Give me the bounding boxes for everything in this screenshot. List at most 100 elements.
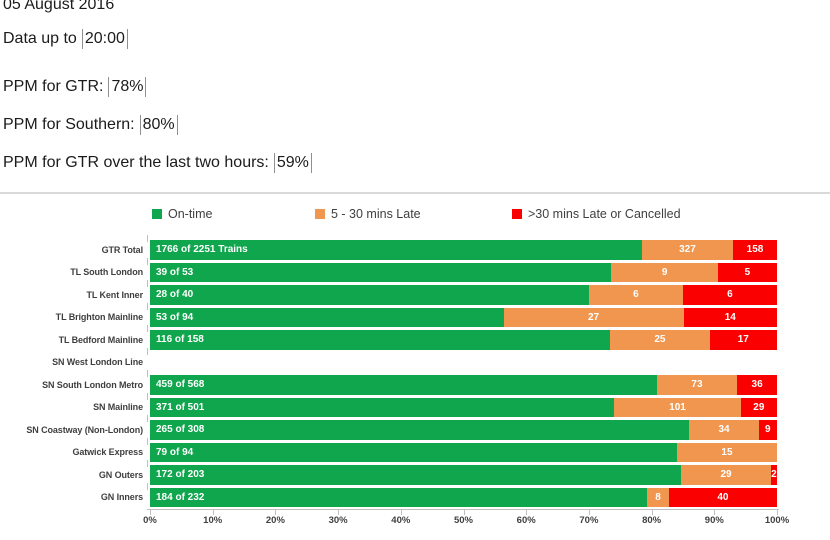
category-label: GN Outers bbox=[98, 469, 143, 480]
bar-row: 39 of 53 9 5 bbox=[150, 262, 777, 282]
bar-segment-late-5-30: 6 bbox=[588, 285, 683, 305]
category-axis-tick bbox=[147, 302, 148, 310]
ppm-gtr-two-hours-value-field[interactable]: 59% bbox=[273, 153, 312, 173]
bar-segment-ontime: 116 of 158 bbox=[150, 330, 611, 350]
x-axis-label: 60% bbox=[516, 515, 536, 526]
legend-item-cancelled: >30 mins Late or Cancelled bbox=[512, 205, 681, 223]
category-label: GTR Total bbox=[101, 244, 144, 255]
category-label: TL Kent Inner bbox=[86, 289, 143, 300]
x-axis-tick bbox=[777, 509, 778, 515]
x-axis-tick bbox=[275, 509, 277, 515]
category-label: SN West London Line bbox=[52, 357, 143, 368]
bar-row: 172 of 203 29 2 bbox=[150, 465, 777, 485]
bar-row: 53 of 94 27 14 bbox=[150, 307, 777, 327]
bar-segment-late-5-30: 27 bbox=[503, 307, 684, 327]
bar-segment-late-5-30: 25 bbox=[610, 330, 710, 350]
bar-segment-ontime: 459 of 568 bbox=[150, 375, 657, 395]
x-axis-label: 40% bbox=[391, 515, 411, 526]
bar-segment-late-5-30: 8 bbox=[647, 487, 669, 507]
category-label: SN Mainline bbox=[93, 402, 143, 413]
bar-row: 265 of 308 34 9 bbox=[150, 420, 777, 440]
bar-segment-ontime: 172 of 203 bbox=[150, 465, 682, 485]
bar-row: 1766 of 2251 Trains 327 158 bbox=[150, 240, 777, 260]
legend-swatch-late-icon bbox=[315, 209, 325, 219]
category-label: Gatwick Express bbox=[72, 447, 143, 458]
x-axis-tick bbox=[212, 509, 214, 515]
legend-swatch-ontime-icon bbox=[152, 209, 162, 219]
bar-row: 28 of 40 6 6 bbox=[150, 285, 777, 305]
bar-segment-late-30-or-cancelled: 17 bbox=[709, 330, 777, 350]
bar-segment-late-5-30: 15 bbox=[676, 442, 777, 462]
bar-row: 184 of 232 8 40 bbox=[150, 487, 777, 507]
x-axis-line bbox=[147, 508, 779, 510]
bar-segment-ontime: 265 of 308 bbox=[150, 420, 690, 440]
bar-segment-late-5-30: 73 bbox=[656, 375, 738, 395]
category-label: SN South London Metro bbox=[42, 379, 143, 390]
bar-row: 459 of 568 73 36 bbox=[150, 375, 777, 395]
x-axis-label: 80% bbox=[642, 515, 662, 526]
category-label: GN Inners bbox=[100, 492, 143, 503]
bar-segment-late-30-or-cancelled: 14 bbox=[683, 307, 777, 327]
bar-segment-ontime: 53 of 94 bbox=[150, 307, 504, 327]
category-axis-tick bbox=[147, 257, 148, 265]
bar-segment-late-30-or-cancelled: 6 bbox=[682, 285, 777, 305]
bar-segment-ontime: 39 of 53 bbox=[150, 262, 612, 282]
bar-row: 79 of 94 15 bbox=[150, 442, 777, 462]
bar-segment-late-30-or-cancelled: 40 bbox=[668, 487, 777, 507]
category-label: SN Coastway (Non-London) bbox=[26, 424, 143, 435]
bar-segment-late-5-30: 34 bbox=[689, 420, 759, 440]
bar-segment-late-30-or-cancelled: 2 bbox=[770, 465, 777, 485]
legend-label-late: 5 - 30 mins Late bbox=[331, 207, 421, 221]
legend-label-ontime: On-time bbox=[168, 207, 213, 221]
category-axis-tick bbox=[147, 392, 148, 400]
ppm-gtr-label: PPM for GTR: bbox=[3, 78, 104, 95]
bar-segment-ontime: 184 of 232 bbox=[150, 487, 648, 507]
data-up-to-value-field[interactable]: 20:00 bbox=[81, 29, 128, 49]
category-label: TL South London bbox=[70, 267, 143, 278]
bar-segment-late-5-30: 101 bbox=[614, 397, 741, 417]
x-axis-tick bbox=[651, 509, 653, 515]
bar-segment-late-30-or-cancelled: 158 bbox=[732, 240, 777, 260]
x-axis-tick bbox=[400, 509, 402, 515]
legend-item-late: 5 - 30 mins Late bbox=[315, 205, 421, 223]
ppm-gtr-two-hours-label: PPM for GTR over the last two hours: bbox=[3, 154, 269, 171]
x-axis-tick bbox=[714, 509, 716, 515]
x-axis-tick bbox=[150, 509, 151, 515]
x-axis-label: 20% bbox=[265, 515, 285, 526]
x-axis-tick bbox=[463, 509, 465, 515]
bar-segment-ontime: 28 of 40 bbox=[150, 285, 589, 305]
bar-segment-ontime: 1766 of 2251 Trains bbox=[150, 240, 642, 260]
x-axis-tick bbox=[526, 509, 528, 515]
category-axis-tick bbox=[147, 415, 148, 422]
x-axis-label: 10% bbox=[203, 515, 223, 526]
x-axis-label: 70% bbox=[579, 515, 599, 526]
bar-row: 371 of 501 101 29 bbox=[150, 397, 777, 417]
data-up-to-line: Data up to 20:00 bbox=[3, 29, 128, 49]
legend-item-ontime: On-time bbox=[152, 205, 212, 223]
category-axis-tick bbox=[147, 325, 148, 332]
bar-row: 116 of 158 25 17 bbox=[150, 330, 777, 350]
bar-segment-late-30-or-cancelled: 36 bbox=[737, 375, 777, 395]
category-axis-tick bbox=[147, 280, 148, 287]
ppm-southern-label: PPM for Southern: bbox=[3, 116, 135, 133]
ppm-gtr-two-hours-line: PPM for GTR over the last two hours: 59% bbox=[3, 153, 312, 173]
data-up-to-label: Data up to bbox=[3, 30, 77, 47]
ppm-gtr-value-field[interactable]: 78% bbox=[108, 77, 147, 97]
x-axis-label: 100% bbox=[764, 515, 790, 526]
ppm-southern-value-field[interactable]: 80% bbox=[139, 115, 178, 135]
category-label: TL Bedford Mainline bbox=[58, 334, 144, 345]
x-axis-label: 90% bbox=[704, 515, 724, 526]
bar-segment-ontime: 371 of 501 bbox=[150, 397, 615, 417]
report-date: 05 August 2016 bbox=[3, 0, 115, 13]
category-axis-tick bbox=[147, 370, 148, 377]
category-axis-tick bbox=[147, 482, 148, 490]
ppm-gtr-line: PPM for GTR: 78% bbox=[3, 77, 147, 97]
category-axis-tick bbox=[147, 437, 148, 445]
x-axis-tick bbox=[338, 509, 340, 515]
bar-segment-late-5-30: 327 bbox=[641, 240, 733, 260]
category-axis-tick bbox=[147, 235, 148, 242]
x-axis-label: 0% bbox=[143, 515, 157, 526]
ppm-southern-line: PPM for Southern: 80% bbox=[3, 115, 178, 135]
bar-segment-late-30-or-cancelled: 29 bbox=[740, 397, 777, 417]
